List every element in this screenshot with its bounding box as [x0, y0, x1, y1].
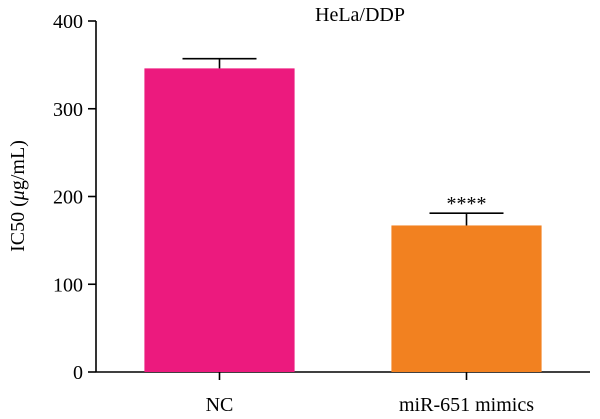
- bar: [144, 68, 295, 372]
- y-axis: 0 100 200 300 400: [53, 11, 97, 384]
- chart-title: HeLa/DDP: [315, 4, 405, 26]
- bar: [391, 225, 542, 372]
- y-axis-label-suffix: g/mL): [7, 140, 29, 190]
- y-tick-label: 200: [53, 187, 83, 209]
- significance-label: ****: [447, 193, 487, 215]
- y-tick-label: 0: [73, 362, 83, 384]
- y-axis-label-prefix: IC50 (: [7, 200, 29, 252]
- y-axis-label-mu: μ: [7, 190, 29, 201]
- bars: ****: [144, 57, 542, 372]
- y-axis-label: IC50 (μg/mL): [7, 140, 29, 252]
- x-axis: NC miR-651 mimics: [96, 371, 590, 416]
- y-tick-label: 100: [53, 274, 83, 296]
- x-tick-label: NC: [206, 394, 234, 416]
- y-tick-label: 300: [53, 99, 83, 121]
- x-tick-label: miR-651 mimics: [399, 394, 534, 416]
- y-tick-label: 400: [53, 11, 83, 33]
